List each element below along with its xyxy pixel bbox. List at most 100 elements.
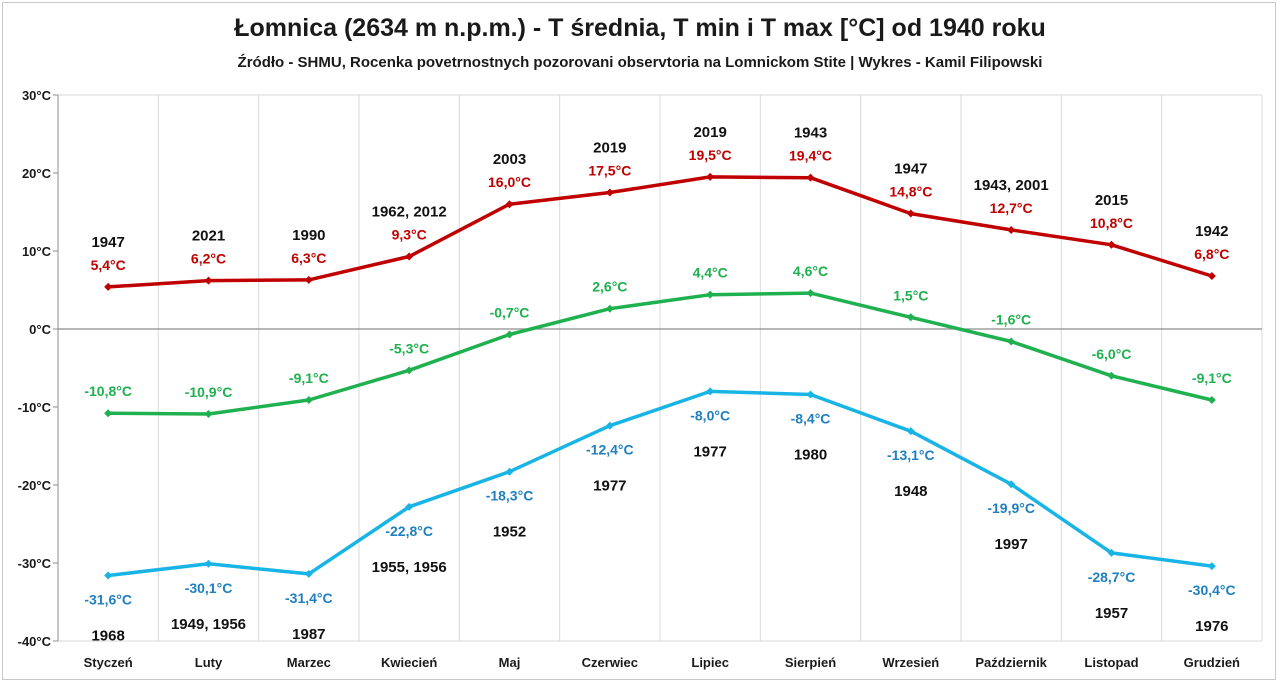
data-label-tmean: 4,4°C xyxy=(693,265,728,281)
x-tick-label: Luty xyxy=(195,655,223,670)
data-label-tmax: 16,0°C xyxy=(488,174,531,190)
record-year-tmin: 1968 xyxy=(91,627,124,644)
x-tick-label: Sierpień xyxy=(785,655,836,670)
record-year-tmax: 1943 xyxy=(794,125,827,142)
data-point-tmean xyxy=(1207,395,1216,404)
record-year-tmin: 1957 xyxy=(1095,605,1128,622)
x-tick-label: Lipiec xyxy=(691,655,729,670)
data-point-tmean xyxy=(906,313,915,322)
x-tick-label: Marzec xyxy=(287,655,331,670)
x-tick-label: Grudzień xyxy=(1184,655,1240,670)
record-year-tmin: 1948 xyxy=(894,483,927,500)
data-point-tmin xyxy=(906,427,915,436)
data-point-tmin xyxy=(1007,480,1016,489)
data-point-tmax xyxy=(806,173,815,182)
data-label-tmax: 5,4°C xyxy=(91,257,126,273)
y-tick-label: -20°C xyxy=(18,478,52,493)
x-tick-label: Wrzesień xyxy=(882,655,939,670)
x-tick-label: Październik xyxy=(975,655,1047,670)
data-label-tmax: 6,3°C xyxy=(291,250,326,266)
data-label-tmean: -1,6°C xyxy=(991,311,1031,327)
data-label-tmean: 2,6°C xyxy=(592,279,627,295)
record-year-tmax: 2019 xyxy=(693,124,726,141)
data-point-tmax xyxy=(104,282,113,291)
x-tick-label: Styczeń xyxy=(84,655,133,670)
x-tick-label: Listopad xyxy=(1084,655,1138,670)
data-point-tmax xyxy=(1107,240,1116,249)
data-label-tmax: 6,2°C xyxy=(191,251,226,267)
record-year-tmin: 1949, 1956 xyxy=(171,616,246,633)
data-label-tmin: -8,0°C xyxy=(690,407,730,423)
data-point-tmean xyxy=(304,395,313,404)
x-tick-label: Czerwiec xyxy=(582,655,638,670)
data-label-tmean: -10,8°C xyxy=(84,383,132,399)
data-label-tmin: -8,4°C xyxy=(791,411,831,427)
data-label-tmean: -5,3°C xyxy=(389,340,429,356)
y-tick-label: 0°C xyxy=(29,322,51,337)
data-point-tmin xyxy=(304,569,313,578)
data-label-tmax: 19,4°C xyxy=(789,148,832,164)
data-point-tmax xyxy=(304,275,313,284)
y-tick-label: 30°C xyxy=(22,88,52,103)
data-point-tmin xyxy=(405,502,414,511)
chart-title: Łomnica (2634 m n.p.m.) - T średnia, T m… xyxy=(234,14,1046,42)
record-year-tmin: 1955, 1956 xyxy=(372,559,447,576)
data-point-tmax xyxy=(405,252,414,261)
data-point-tmean xyxy=(806,289,815,298)
x-tick-label: Maj xyxy=(499,655,521,670)
data-point-tmean xyxy=(706,290,715,299)
data-point-tmax xyxy=(706,172,715,181)
data-point-tmin xyxy=(104,571,113,580)
data-point-tmin xyxy=(204,559,213,568)
data-point-tmean xyxy=(405,366,414,375)
data-label-tmin: -19,9°C xyxy=(987,500,1035,516)
data-label-tmax: 19,5°C xyxy=(689,147,732,163)
record-year-tmin: 1997 xyxy=(994,536,1027,553)
data-point-tmean xyxy=(1007,337,1016,346)
chart-subtitle: Źródło - SHMU, Rocenka povetrnostnych po… xyxy=(237,54,1043,71)
data-label-tmin: -30,4°C xyxy=(1188,582,1236,598)
data-point-tmin xyxy=(605,421,614,430)
data-point-tmean xyxy=(505,330,514,339)
data-label-tmax: 6,8°C xyxy=(1194,246,1229,262)
record-year-tmax: 1990 xyxy=(292,227,325,244)
data-label-tmin: -28,7°C xyxy=(1088,569,1136,585)
data-point-tmax xyxy=(505,200,514,209)
record-year-tmin: 1977 xyxy=(693,443,726,460)
data-label-tmean: -10,9°C xyxy=(185,384,233,400)
data-label-tmin: -31,6°C xyxy=(84,591,132,607)
y-tick-label: -30°C xyxy=(18,556,52,571)
record-year-tmin: 1976 xyxy=(1195,618,1228,635)
data-label-tmean: 1,5°C xyxy=(893,287,928,303)
data-label-tmin: -18,3°C xyxy=(486,488,534,504)
data-point-tmin xyxy=(806,390,815,399)
data-point-tmax xyxy=(1007,225,1016,234)
record-year-tmin: 1980 xyxy=(794,447,827,464)
record-year-tmin: 1987 xyxy=(292,626,325,643)
data-label-tmin: -31,4°C xyxy=(285,590,333,606)
data-label-tmax: 12,7°C xyxy=(990,200,1033,216)
record-year-tmax: 2019 xyxy=(593,140,626,157)
data-point-tmin xyxy=(1107,548,1116,557)
data-label-tmax: 14,8°C xyxy=(889,184,932,200)
data-point-tmax xyxy=(1207,271,1216,280)
series-line-tmax xyxy=(108,175,1213,289)
data-point-tmin xyxy=(1207,562,1216,571)
data-point-tmax xyxy=(906,209,915,218)
record-year-tmax: 2003 xyxy=(493,151,526,168)
series-line-tmean xyxy=(108,291,1213,416)
data-label-tmax: 9,3°C xyxy=(392,226,427,242)
x-tick-label: Kwiecień xyxy=(381,655,437,670)
y-tick-label: 10°C xyxy=(22,244,52,259)
data-label-tmean: -0,7°C xyxy=(490,304,530,320)
data-point-tmin xyxy=(505,467,514,476)
data-label-tmean: -9,1°C xyxy=(289,370,329,386)
record-year-tmax: 1943, 2001 xyxy=(974,177,1049,194)
y-tick-label: 20°C xyxy=(22,166,52,181)
record-year-tmin: 1952 xyxy=(493,524,526,541)
y-tick-label: -10°C xyxy=(18,400,52,415)
record-year-tmax: 1942 xyxy=(1195,223,1228,240)
data-point-tmax xyxy=(204,276,213,285)
data-point-tmean xyxy=(1107,371,1116,380)
